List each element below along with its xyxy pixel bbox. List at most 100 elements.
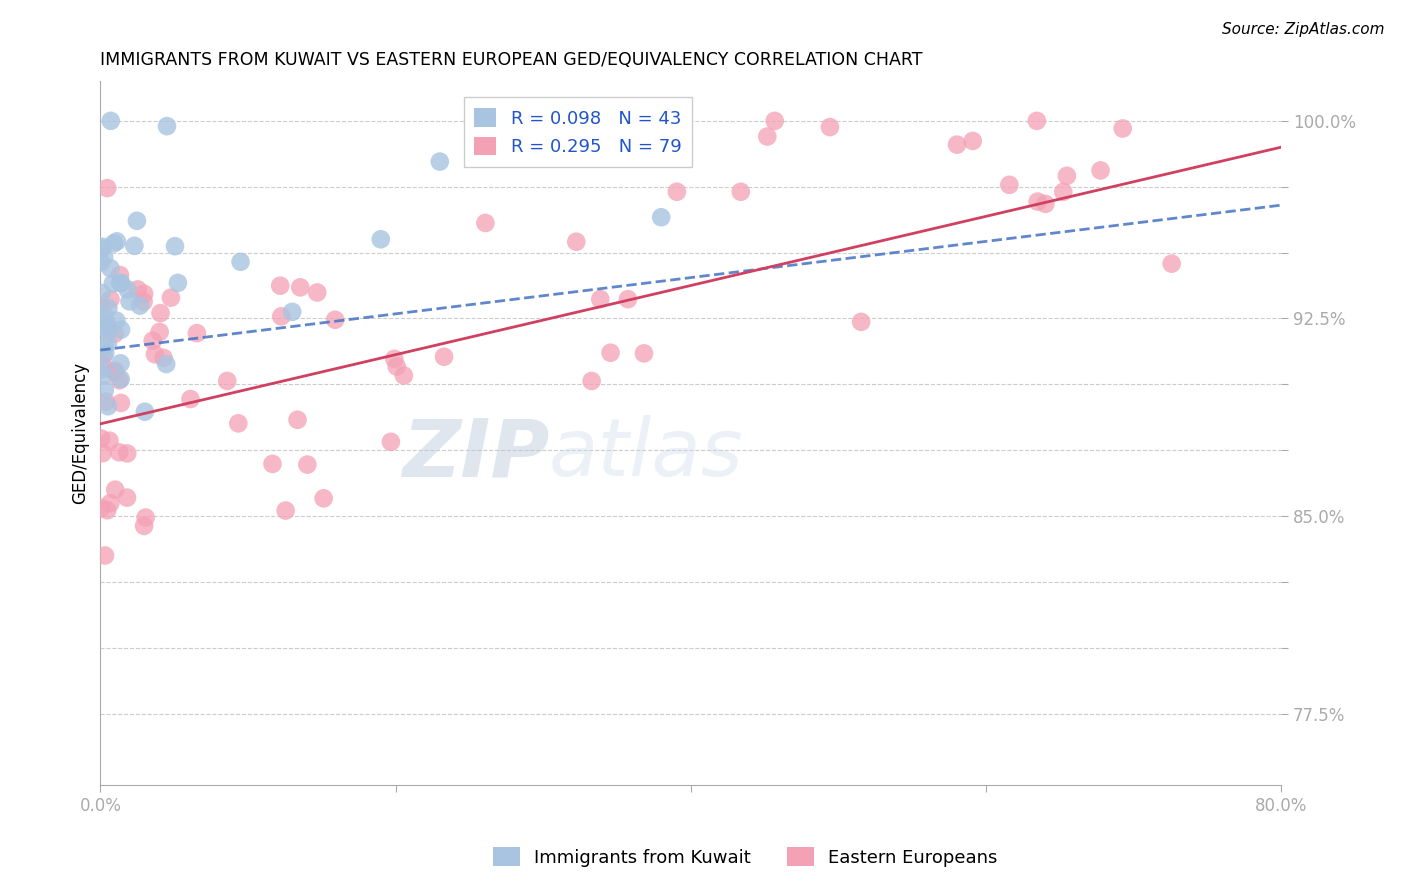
Point <box>163 239 186 253</box>
Point <box>104 326 127 341</box>
Point <box>115 446 138 460</box>
Point <box>581 374 603 388</box>
Point <box>94 346 117 360</box>
Point <box>287 413 309 427</box>
Point <box>149 306 172 320</box>
Point <box>229 254 252 268</box>
Point <box>129 299 152 313</box>
Point <box>110 372 132 386</box>
Point <box>101 277 124 291</box>
Point <box>97 399 120 413</box>
Point <box>1052 185 1074 199</box>
Point <box>323 312 346 326</box>
Point <box>105 235 128 249</box>
Point <box>474 216 496 230</box>
Point <box>290 280 312 294</box>
Point <box>97 301 120 315</box>
Point <box>156 119 179 133</box>
Point <box>1035 197 1057 211</box>
Point <box>91 240 114 254</box>
Point <box>1090 163 1112 178</box>
Point <box>110 356 132 370</box>
Point <box>105 313 128 327</box>
Point <box>132 519 155 533</box>
Point <box>433 350 456 364</box>
Point <box>1025 113 1047 128</box>
Point <box>270 310 292 324</box>
Point <box>1056 169 1078 183</box>
Point <box>134 405 156 419</box>
Point <box>91 446 114 460</box>
Point <box>633 346 655 360</box>
Point <box>297 458 319 472</box>
Point <box>100 113 122 128</box>
Point <box>90 501 112 516</box>
Point <box>90 300 112 314</box>
Point <box>115 491 138 505</box>
Point <box>274 503 297 517</box>
Point <box>143 347 166 361</box>
Point <box>152 351 174 365</box>
Point <box>93 250 115 264</box>
Point <box>281 305 304 319</box>
Point <box>269 278 291 293</box>
Point <box>96 503 118 517</box>
Point <box>818 120 841 134</box>
Point <box>617 292 640 306</box>
Legend: R = 0.098   N = 43, R = 0.295   N = 79: R = 0.098 N = 43, R = 0.295 N = 79 <box>464 97 692 167</box>
Point <box>132 294 155 309</box>
Point <box>100 293 122 307</box>
Point <box>385 359 408 374</box>
Point <box>90 362 112 376</box>
Point <box>392 368 415 383</box>
Point <box>370 232 392 246</box>
Point <box>100 261 122 276</box>
Point <box>97 336 120 351</box>
Legend: Immigrants from Kuwait, Eastern Europeans: Immigrants from Kuwait, Eastern European… <box>484 838 1007 876</box>
Point <box>97 324 120 338</box>
Point <box>110 276 132 290</box>
Point <box>665 185 688 199</box>
Point <box>307 285 329 300</box>
Text: ZIP: ZIP <box>402 415 548 493</box>
Point <box>217 374 239 388</box>
Point <box>160 291 183 305</box>
Point <box>135 510 157 524</box>
Point <box>593 113 616 128</box>
Point <box>96 181 118 195</box>
Point <box>117 283 139 297</box>
Point <box>167 276 190 290</box>
Point <box>763 113 786 128</box>
Point <box>94 339 117 353</box>
Point <box>93 368 115 383</box>
Point <box>118 294 141 309</box>
Point <box>149 325 172 339</box>
Text: atlas: atlas <box>548 415 744 493</box>
Point <box>103 365 125 379</box>
Point <box>93 359 115 373</box>
Point <box>589 292 612 306</box>
Text: Source: ZipAtlas.com: Source: ZipAtlas.com <box>1222 22 1385 37</box>
Point <box>94 549 117 563</box>
Point <box>186 326 208 340</box>
Point <box>179 392 201 406</box>
Point <box>565 235 588 249</box>
Point <box>134 286 156 301</box>
Point <box>380 434 402 449</box>
Point <box>94 394 117 409</box>
Point <box>155 357 177 371</box>
Point <box>108 268 131 282</box>
Point <box>142 334 165 348</box>
Point <box>756 129 779 144</box>
Point <box>429 154 451 169</box>
Point <box>98 434 121 448</box>
Point <box>104 483 127 497</box>
Point <box>90 255 112 269</box>
Point <box>1026 194 1049 209</box>
Point <box>1112 121 1135 136</box>
Point <box>124 239 146 253</box>
Point <box>110 396 132 410</box>
Point <box>93 320 115 334</box>
Point <box>382 351 405 366</box>
Point <box>312 491 335 506</box>
